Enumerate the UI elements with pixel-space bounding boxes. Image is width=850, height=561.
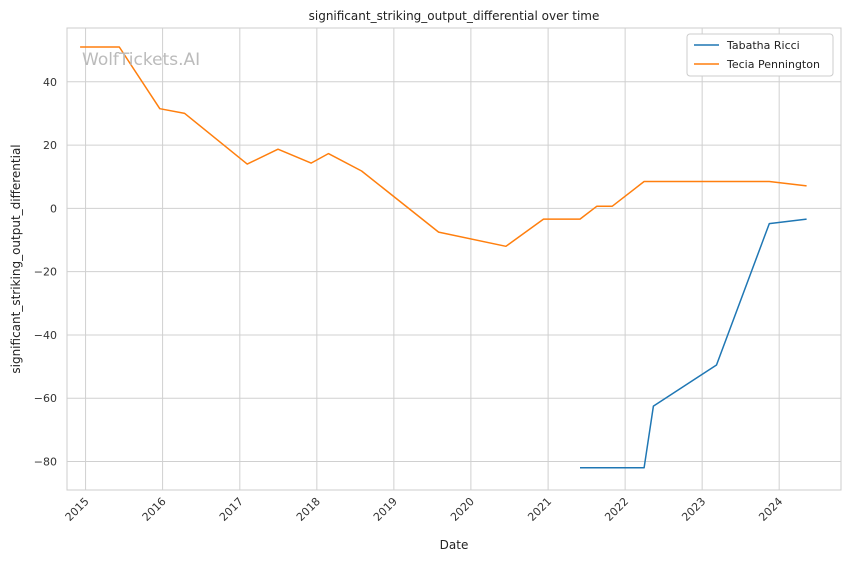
legend: Tabatha Ricci Tecia Pennington: [686, 33, 834, 77]
series-line-tabatha-ricci: [580, 218, 807, 469]
y-tick-label: −60: [34, 392, 57, 405]
x-tick-label: 2024: [756, 495, 785, 524]
x-tick-label: 2016: [140, 495, 169, 524]
x-tick-label: 2018: [294, 495, 323, 524]
y-tick-label: −40: [34, 329, 57, 342]
y-tick-label: 0: [50, 202, 57, 215]
grid: [67, 28, 841, 490]
legend-label-tecia-pennington: Tecia Pennington: [726, 58, 820, 71]
legend-box: [686, 33, 834, 77]
chart-title: significant_striking_output_differential…: [309, 9, 600, 23]
watermark: WolfTickets.AI: [82, 50, 200, 70]
x-tick-label: 2019: [371, 495, 400, 524]
legend-label-tabatha-ricci: Tabatha Ricci: [726, 39, 800, 52]
y-tick-label: 40: [43, 76, 57, 89]
x-tick-labels: 2015 2016 2017 2018 2019 2020 2021 2022 2023 2024: [63, 495, 786, 524]
y-tick-label: −20: [34, 266, 57, 279]
y-tick-label: 20: [43, 139, 57, 152]
series-lines: [80, 46, 807, 469]
y-tick-labels: 40 20 0 −20 −40 −60 −80: [34, 76, 57, 469]
plot-area: [66, 27, 842, 491]
y-tick-label: −80: [34, 456, 57, 469]
x-axis-label: Date: [440, 538, 469, 552]
x-tick-label: 2015: [63, 495, 92, 524]
x-tick-label: 2023: [679, 495, 708, 524]
x-tick-label: 2020: [448, 495, 477, 524]
x-tick-label: 2021: [525, 495, 554, 524]
y-axis-label: significant_striking_output_differential: [9, 144, 23, 373]
series-line-tecia-pennington: [80, 46, 807, 248]
x-tick-label: 2017: [217, 495, 246, 524]
x-tick-label: 2022: [602, 495, 631, 524]
